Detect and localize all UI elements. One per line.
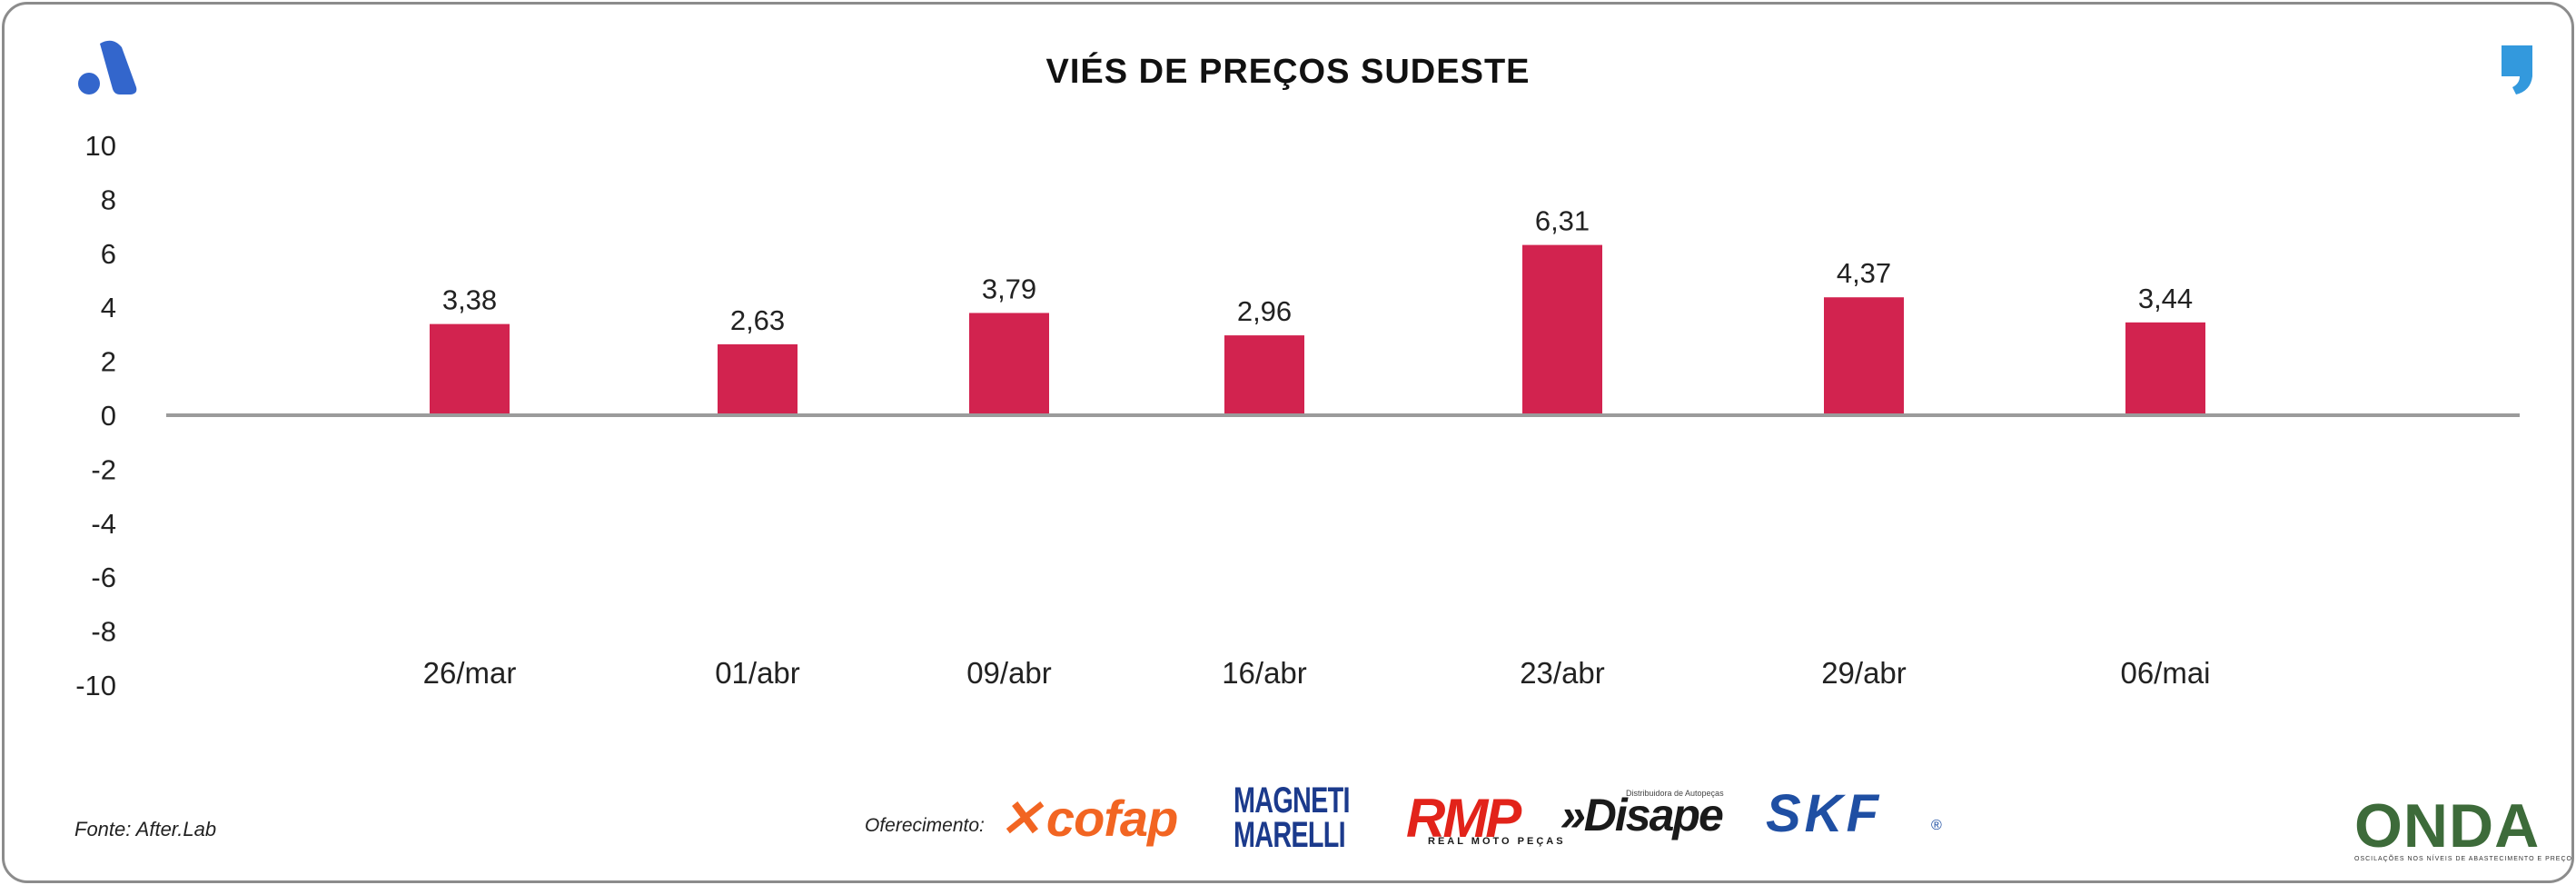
sponsor-label: Oferecimento: <box>865 815 985 836</box>
bar-value-label: 3,44 <box>2138 283 2193 314</box>
x-tick-label: 01/abr <box>715 656 800 690</box>
x-tick-label: 23/abr <box>1520 656 1605 690</box>
y-tick-label: -10 <box>75 670 116 701</box>
x-tick-label: 06/mai <box>2120 656 2210 690</box>
bar-16/abr <box>1224 335 1304 415</box>
sponsor-magneti-marelli-logo: MAGNETI MARELLI <box>1234 781 1350 855</box>
bar-29/abr <box>1824 297 1904 415</box>
bar-value-label: 2,63 <box>730 304 785 336</box>
bar-value-label: 4,37 <box>1837 257 1891 289</box>
y-tick-label: 6 <box>101 238 116 270</box>
sponsor-rmp-logo: RMP <box>1406 788 1521 849</box>
x-tick-label: 16/abr <box>1222 656 1307 690</box>
x-tick-label: 26/mar <box>423 656 517 690</box>
cofap-x-icon: ✕ <box>999 790 1042 847</box>
bar-value-label: 2,96 <box>1237 295 1292 327</box>
bar-value-label: 3,38 <box>442 284 497 316</box>
onda-logo: ONDA <box>2354 791 2541 860</box>
y-tick-label: 2 <box>101 346 116 378</box>
chart-title: VIÉS DE PREÇOS SUDESTE <box>1045 53 1531 91</box>
bar-value-label: 6,31 <box>1535 205 1590 237</box>
magneti-line1: MAGNETI <box>1234 781 1350 820</box>
bar-23/abr <box>1522 244 1602 415</box>
onda-subtitle: OSCILAÇÕES NOS NÍVEIS DE ABASTECIMENTO E… <box>2354 856 2572 862</box>
y-tick-label: 4 <box>101 292 116 323</box>
x-tick-label: 09/abr <box>966 656 1052 690</box>
cofap-text: cofap <box>1045 790 1178 847</box>
y-tick-label: -2 <box>91 453 116 485</box>
magneti-line2: MARELLI <box>1234 815 1346 855</box>
rmp-subtitle: REAL MOTO PEÇAS <box>1428 836 1566 847</box>
bar-06/mai <box>2125 322 2205 415</box>
x-tick-label: 29/abr <box>1821 656 1907 690</box>
y-tick-label: 10 <box>85 130 116 162</box>
y-tick-label: 0 <box>101 400 116 432</box>
bar-26/mar <box>430 323 510 415</box>
sponsor-cofap-logo: ✕ cofap <box>999 789 1178 849</box>
bar-01/abr <box>718 343 798 415</box>
disape-subtitle: Distribuidora de Autopeças <box>1626 789 1724 798</box>
comma-logo-icon <box>2502 45 2532 94</box>
y-tick-label: 8 <box>101 184 116 215</box>
bar-09/abr <box>969 313 1049 415</box>
brand-a-logo-icon <box>78 40 137 94</box>
sponsor-disape-logo: »Disape <box>1560 790 1724 840</box>
sponsor-skf-logo: SKF <box>1766 784 1882 843</box>
bar-value-label: 3,79 <box>982 273 1036 304</box>
source-note: Fonte: After.Lab <box>74 818 217 840</box>
skf-registered-mark: ® <box>1931 818 1942 833</box>
y-tick-label: -4 <box>91 508 116 540</box>
y-tick-label: -8 <box>91 616 116 648</box>
y-tick-label: -6 <box>91 562 116 593</box>
